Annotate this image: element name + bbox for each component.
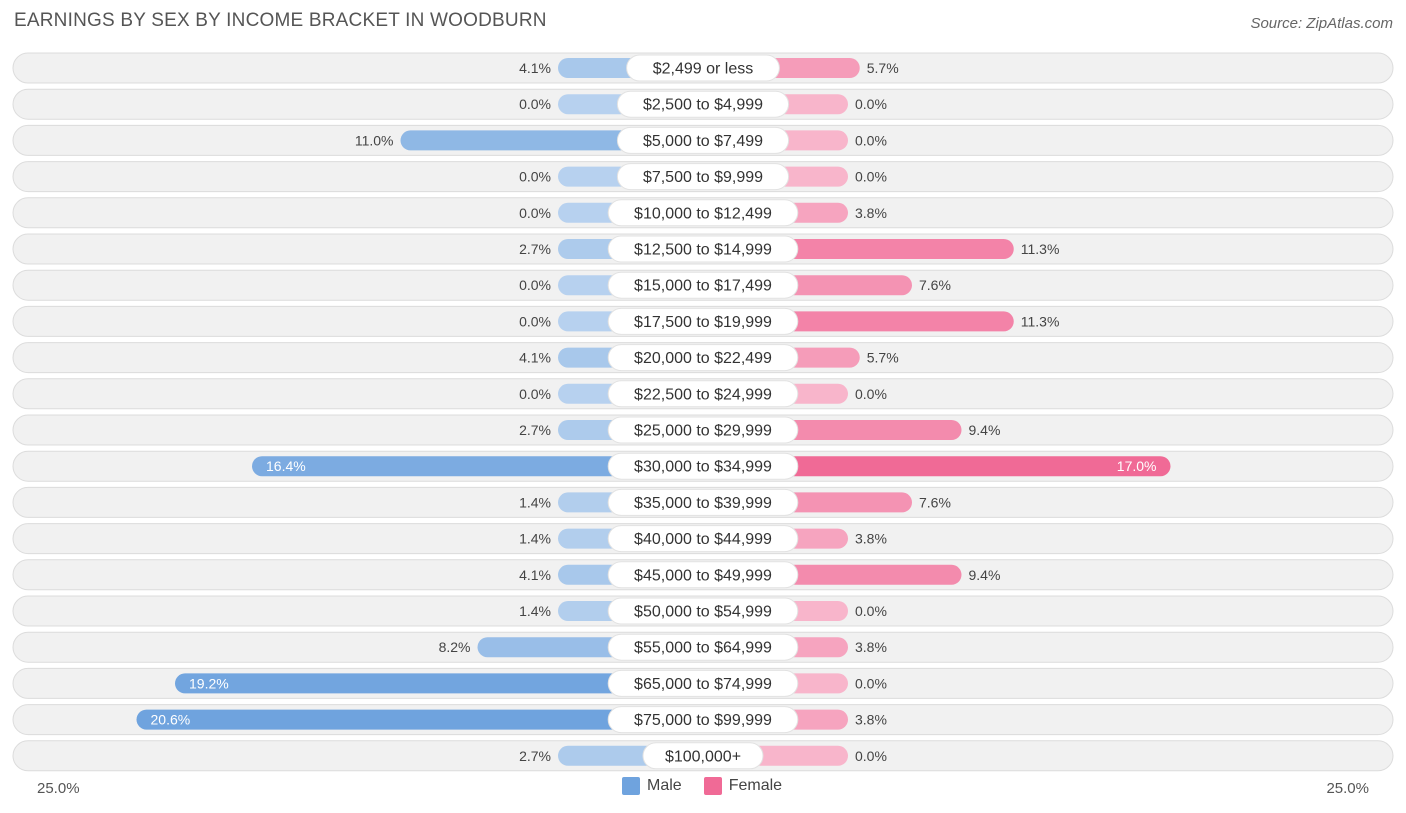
female-value-label: 9.4% bbox=[969, 422, 1001, 438]
female-value-label: 9.4% bbox=[969, 567, 1001, 583]
male-value-label: 4.1% bbox=[519, 350, 551, 366]
category-label-pill bbox=[607, 452, 799, 480]
category-label-pill bbox=[607, 706, 799, 734]
legend-item-female[interactable]: Female bbox=[703, 777, 783, 795]
female-value-label: 0.0% bbox=[855, 132, 887, 148]
female-value-label: 17.0% bbox=[1117, 458, 1157, 474]
category-label-pill bbox=[616, 163, 790, 191]
category-label: $12,500 to $14,999 bbox=[634, 242, 772, 259]
legend-swatch-female bbox=[703, 777, 722, 795]
male-value-label: 8.2% bbox=[439, 639, 471, 655]
category-label-pill bbox=[607, 488, 799, 516]
axis-max-label: 25.0% bbox=[1326, 780, 1369, 797]
category-label-pill bbox=[607, 416, 799, 444]
female-value-label: 3.8% bbox=[855, 205, 887, 221]
male-value-label: 16.4% bbox=[266, 458, 306, 474]
category-label: $45,000 to $49,999 bbox=[634, 567, 772, 584]
category-label: $2,500 to $4,999 bbox=[643, 97, 763, 114]
male-value-label: 0.0% bbox=[519, 313, 551, 329]
female-value-label: 0.0% bbox=[855, 96, 887, 112]
category-label-pill bbox=[607, 597, 799, 625]
category-label: $10,000 to $12,499 bbox=[634, 205, 772, 222]
category-label: $55,000 to $64,999 bbox=[634, 640, 772, 657]
category-label-pill bbox=[626, 54, 780, 82]
category-label-pill bbox=[607, 344, 799, 372]
category-label: $40,000 to $44,999 bbox=[634, 531, 772, 548]
category-label-pill bbox=[607, 561, 799, 589]
male-value-label: 2.7% bbox=[519, 422, 551, 438]
category-label: $2,499 or less bbox=[653, 61, 754, 78]
category-label: $50,000 to $54,999 bbox=[634, 604, 772, 621]
category-label: $7,500 to $9,999 bbox=[643, 169, 763, 186]
male-value-label: 0.0% bbox=[519, 96, 551, 112]
female-value-label: 7.6% bbox=[919, 494, 951, 510]
category-label-pill bbox=[607, 235, 799, 263]
male-value-label: 20.6% bbox=[151, 712, 191, 728]
male-value-label: 1.4% bbox=[519, 531, 551, 547]
female-value-label: 3.8% bbox=[855, 712, 887, 728]
male-value-label: 2.7% bbox=[519, 241, 551, 257]
male-value-label: 1.4% bbox=[519, 494, 551, 510]
category-label-pill bbox=[607, 525, 799, 553]
category-label-pill bbox=[642, 742, 764, 770]
category-label-pill bbox=[607, 199, 799, 227]
category-label: $20,000 to $22,499 bbox=[634, 350, 772, 367]
male-value-label: 0.0% bbox=[519, 169, 551, 185]
category-label-pill bbox=[607, 271, 799, 299]
legend-label-female: Female bbox=[728, 777, 783, 794]
male-value-label: 1.4% bbox=[519, 603, 551, 619]
female-value-label: 0.0% bbox=[855, 675, 887, 691]
category-label: $25,000 to $29,999 bbox=[634, 423, 772, 440]
category-label-pill bbox=[616, 90, 790, 118]
female-value-label: 0.0% bbox=[855, 603, 887, 619]
category-label-pill bbox=[607, 307, 799, 335]
category-label: $35,000 to $39,999 bbox=[634, 495, 772, 512]
male-value-label: 0.0% bbox=[519, 277, 551, 293]
female-value-label: 7.6% bbox=[919, 277, 951, 293]
female-value-label: 0.0% bbox=[855, 386, 887, 402]
female-value-label: 5.7% bbox=[867, 350, 899, 366]
male-value-label: 4.1% bbox=[519, 60, 551, 76]
category-label: $22,500 to $24,999 bbox=[634, 386, 772, 403]
female-bar bbox=[703, 456, 1171, 477]
category-label: $65,000 to $74,999 bbox=[634, 676, 772, 693]
female-value-label: 3.8% bbox=[855, 639, 887, 655]
category-label-pill bbox=[607, 669, 799, 697]
female-value-label: 0.0% bbox=[855, 169, 887, 185]
male-value-label: 4.1% bbox=[519, 567, 551, 583]
male-value-label: 2.7% bbox=[519, 748, 551, 764]
category-label-pill bbox=[607, 633, 799, 661]
category-label-pill bbox=[616, 126, 790, 154]
category-label: $75,000 to $99,999 bbox=[634, 712, 772, 729]
male-value-label: 11.0% bbox=[355, 132, 394, 148]
female-value-label: 11.3% bbox=[1021, 313, 1060, 329]
category-label: $17,500 to $19,999 bbox=[634, 314, 772, 331]
axis-min-label: 25.0% bbox=[37, 780, 80, 797]
legend-label-male: Male bbox=[647, 777, 682, 794]
legend: Male Female bbox=[622, 777, 804, 795]
male-value-label: 0.0% bbox=[519, 386, 551, 402]
category-label: $5,000 to $7,499 bbox=[643, 133, 763, 150]
female-value-label: 5.7% bbox=[867, 60, 899, 76]
male-bar bbox=[136, 709, 703, 730]
female-value-label: 11.3% bbox=[1021, 241, 1060, 257]
male-value-label: 19.2% bbox=[189, 675, 229, 691]
male-bar bbox=[252, 456, 703, 477]
female-value-label: 0.0% bbox=[855, 748, 887, 764]
category-label: $15,000 to $17,499 bbox=[634, 278, 772, 295]
category-label-pill bbox=[607, 380, 799, 408]
legend-item-male[interactable]: Male bbox=[622, 777, 682, 795]
category-label: $30,000 to $34,999 bbox=[634, 459, 772, 476]
female-value-label: 3.8% bbox=[855, 531, 887, 547]
male-value-label: 0.0% bbox=[519, 205, 551, 221]
chart-title: EARNINGS BY SEX BY INCOME BRACKET IN WOO… bbox=[14, 10, 547, 31]
chart-source: Source: ZipAtlas.com bbox=[1250, 15, 1393, 32]
category-label: $100,000+ bbox=[665, 748, 741, 765]
legend-swatch-male bbox=[622, 777, 640, 795]
male-bar bbox=[175, 673, 703, 694]
